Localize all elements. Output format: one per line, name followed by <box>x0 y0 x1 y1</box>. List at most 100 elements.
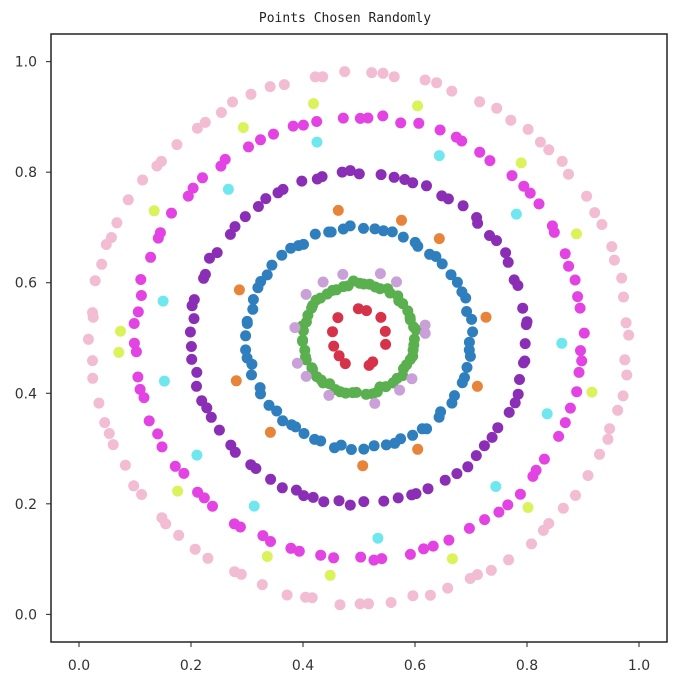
point-ring-5-67 <box>451 468 463 480</box>
point-ring-8-0 <box>571 228 582 240</box>
point-ring-2-8 <box>300 370 312 382</box>
point-ring-9-17 <box>446 85 458 97</box>
point-ring-5-38 <box>188 313 200 325</box>
point-ring-7-71 <box>479 514 491 526</box>
point-ring-5-8 <box>484 230 495 241</box>
point-ring-4-9 <box>480 311 492 323</box>
point-ring-9-46 <box>87 355 98 367</box>
point-ring-2-2 <box>374 268 386 280</box>
point-ring-9-35 <box>151 160 163 172</box>
x-tick-label-3: 0.6 <box>404 658 426 674</box>
point-ring-5-31 <box>224 228 236 240</box>
point-ring-5-45 <box>201 402 213 414</box>
point-ring-9-77 <box>526 538 537 550</box>
point-ring-5-46 <box>205 411 217 423</box>
point-ring-2-5 <box>300 288 312 300</box>
point-ring-3-48 <box>315 435 327 447</box>
point-ring-9-31 <box>199 116 211 128</box>
point-ring-5-62 <box>392 492 404 504</box>
point-ring-5-69 <box>470 450 482 462</box>
point-ring-6-7 <box>372 532 384 544</box>
point-ring-5-32 <box>211 247 223 259</box>
point-ring-7-84 <box>575 345 586 357</box>
point-ring-5-33 <box>204 252 215 264</box>
point-ring-9-3 <box>616 272 628 284</box>
point-ring-6-6 <box>248 500 260 512</box>
point-ring-0-7 <box>333 350 345 362</box>
point-ring-5-73 <box>503 406 515 418</box>
point-ring-8-9 <box>261 551 273 562</box>
point-ring-7-72 <box>493 506 505 518</box>
point-ring-9-80 <box>557 502 569 514</box>
point-ring-6-3 <box>157 295 169 307</box>
point-ring-9-51 <box>107 439 119 451</box>
y-tick-label-3: 0.6 <box>15 276 37 292</box>
point-ring-3-2 <box>461 306 473 317</box>
point-ring-3-61 <box>435 406 447 418</box>
point-ring-5-49 <box>229 446 241 458</box>
y-tick-label-2: 0.4 <box>15 386 37 402</box>
point-ring-5-60 <box>358 496 370 508</box>
point-ring-7-43 <box>130 346 142 358</box>
point-ring-5-24 <box>296 175 308 187</box>
point-ring-3-52 <box>358 443 370 455</box>
point-ring-9-23 <box>339 66 351 78</box>
point-ring-9-13 <box>522 123 534 135</box>
point-ring-5-61 <box>378 495 390 507</box>
point-ring-5-57 <box>318 496 330 508</box>
point-ring-9-28 <box>245 88 257 100</box>
point-ring-7-11 <box>506 170 518 182</box>
point-ring-5-78 <box>519 355 531 367</box>
point-ring-7-4 <box>563 260 575 272</box>
point-ring-9-54 <box>136 489 148 500</box>
point-ring-9-87 <box>617 390 629 402</box>
y-tick-label-4: 0.8 <box>15 165 37 181</box>
point-ring-3-66 <box>461 361 473 373</box>
point-ring-9-86 <box>612 404 624 416</box>
point-ring-3-69 <box>463 336 475 348</box>
point-ring-5-55 <box>298 490 310 502</box>
point-ring-9-82 <box>582 470 594 481</box>
point-ring-5-65 <box>422 483 434 495</box>
point-ring-5-51 <box>250 463 262 474</box>
point-ring-7-76 <box>530 464 542 476</box>
point-ring-7-41 <box>128 318 140 329</box>
point-ring-9-72 <box>442 582 454 594</box>
point-ring-9-15 <box>491 102 503 114</box>
point-ring-3-57 <box>407 429 419 441</box>
point-ring-9-41 <box>96 258 108 270</box>
point-ring-9-85 <box>604 423 616 435</box>
point-ring-7-66 <box>404 548 416 560</box>
point-ring-5-26 <box>272 187 284 199</box>
point-ring-9-30 <box>215 107 227 118</box>
point-ring-1-45 <box>350 386 362 398</box>
point-ring-2-0 <box>419 319 431 331</box>
point-ring-1-59 <box>408 339 420 351</box>
point-ring-9-27 <box>264 81 276 93</box>
point-ring-1-34 <box>300 354 312 366</box>
point-ring-7-26 <box>268 128 279 140</box>
point-ring-9-59 <box>202 552 214 564</box>
point-ring-4-7 <box>412 443 424 455</box>
point-ring-7-27 <box>255 134 266 146</box>
point-ring-0-4 <box>332 312 344 324</box>
point-ring-9-66 <box>334 599 346 611</box>
point-ring-9-83 <box>594 448 605 460</box>
point-ring-7-47 <box>143 415 155 427</box>
point-ring-7-82 <box>573 366 585 378</box>
point-ring-5-10 <box>471 212 483 223</box>
point-ring-9-49 <box>99 417 111 429</box>
point-ring-9-67 <box>354 598 366 610</box>
point-ring-2-12 <box>406 373 418 385</box>
point-ring-3-40 <box>255 388 266 400</box>
point-ring-7-57 <box>257 530 269 542</box>
point-ring-5-18 <box>375 169 387 181</box>
point-ring-8-2 <box>412 100 424 112</box>
point-ring-7-54 <box>207 500 218 512</box>
point-ring-2-3 <box>337 268 349 280</box>
point-ring-8-1 <box>515 157 527 169</box>
point-ring-9-88 <box>621 369 633 381</box>
point-ring-1-29 <box>297 325 309 337</box>
point-ring-5-23 <box>311 173 323 185</box>
point-ring-5-79 <box>519 338 531 350</box>
